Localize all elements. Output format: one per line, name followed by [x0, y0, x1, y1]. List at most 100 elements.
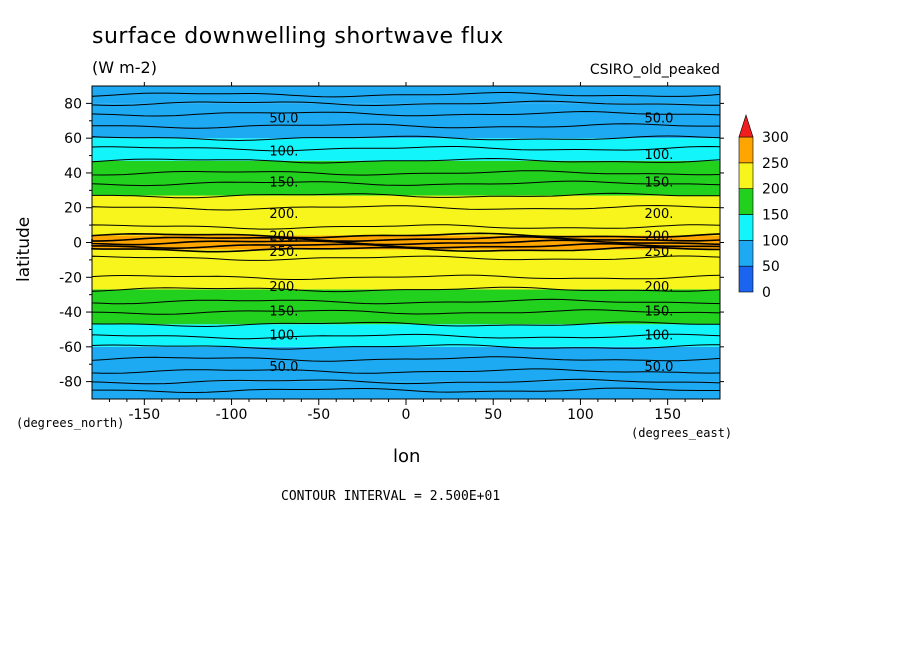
contour-line	[91, 180, 721, 187]
colorbar-label: 100	[762, 233, 789, 249]
contour-label: 200.	[644, 230, 673, 245]
contour-line	[91, 344, 720, 350]
y-tick-label: 0	[73, 236, 82, 252]
field-band	[92, 249, 720, 290]
contour-label: 50.0	[269, 360, 298, 375]
contour-line	[91, 135, 721, 142]
colorbar-label: 50	[762, 259, 780, 275]
contour-line	[91, 204, 721, 211]
contour-line	[91, 274, 721, 280]
x-axis-label: lon	[393, 446, 421, 467]
contour-line	[91, 309, 721, 315]
x-tick-label: -100	[216, 407, 248, 423]
colorbar-label: 150	[762, 208, 789, 224]
field-band	[92, 138, 720, 161]
x-tick-label: 100	[567, 407, 594, 423]
contour-line	[91, 333, 721, 340]
contour-line	[91, 378, 721, 385]
contour-line	[91, 356, 721, 362]
x-tick-label: 50	[484, 407, 502, 423]
colorbar-segment	[738, 265, 754, 293]
contour-label: 50.0	[644, 360, 673, 375]
x-tick-label: -150	[128, 407, 160, 423]
contour-label: 50.0	[269, 111, 298, 126]
colorbar-label: 300	[762, 130, 789, 146]
x-tick-label: -50	[307, 407, 330, 423]
contour-label: 200.	[644, 280, 673, 295]
colorbar-label: 200	[762, 182, 789, 198]
contour-line	[91, 110, 721, 117]
contour-label: 200.	[644, 207, 673, 222]
contour-line	[91, 286, 721, 293]
colorbar-label: 250	[762, 156, 789, 172]
y-tick-label: -80	[59, 375, 82, 391]
contour-line	[91, 255, 721, 261]
contour-line	[91, 321, 720, 328]
units-label: (W m-2)	[92, 58, 157, 77]
contour-label: 250.	[644, 245, 673, 260]
y-tick-label: -20	[59, 270, 82, 286]
colorbar-segment	[738, 162, 754, 189]
field-band	[92, 346, 720, 382]
field-band	[92, 324, 720, 347]
y-tick-label: 60	[64, 131, 82, 147]
contour-line	[91, 368, 721, 374]
contour-line	[91, 235, 721, 243]
contour-label: 200.	[269, 207, 298, 222]
colorbar-overflow-triangle	[738, 114, 754, 138]
contour-line	[91, 92, 721, 98]
chart-title: surface downwelling shortwave flux	[92, 24, 504, 49]
x-tick-label: 150	[654, 407, 681, 423]
contour-label: 150.	[644, 304, 673, 319]
contour-line	[91, 242, 721, 250]
contour-label: 150.	[269, 304, 298, 319]
contour-label: 100.	[269, 329, 298, 344]
y-tick-label: -60	[59, 340, 82, 356]
contour-label: 150.	[269, 176, 298, 191]
field-band	[92, 160, 720, 196]
y-units-note: (degrees_north)	[16, 416, 125, 430]
contour-line	[91, 246, 721, 253]
x-tick-label: 0	[402, 407, 411, 423]
contour-label: 100.	[644, 148, 673, 163]
x-units-note: (degrees_east)	[631, 426, 733, 440]
y-ticks: -80 -60 -40 -20 0 20 40 60 80	[59, 96, 724, 391]
colorbar-segment	[738, 136, 754, 164]
field-band	[92, 195, 720, 236]
contour-interval-note: CONTOUR INTERVAL = 2.500E+01	[281, 489, 501, 504]
contour-line	[91, 123, 720, 129]
model-label: CSIRO_old_peaked	[589, 62, 720, 78]
field-band	[92, 289, 720, 325]
contour-labels: 50.0 50.0 100. 100. 150. 150. 200. 200. 200. 200.…	[269, 111, 673, 375]
colorbar-segment	[738, 214, 754, 241]
contour-line	[91, 100, 720, 107]
y-tick-label: 20	[64, 201, 82, 217]
colorbar-segment	[738, 240, 754, 267]
contour-label: 150.	[644, 176, 673, 191]
y-tick-label: 40	[64, 166, 82, 182]
colorbar-label: 0	[762, 285, 771, 301]
contour-label: 200.	[269, 230, 298, 245]
contour-line	[91, 232, 721, 239]
contour-label: 100.	[269, 144, 298, 159]
contour-line	[91, 145, 721, 152]
contour-line	[91, 170, 721, 176]
contour-lines	[91, 92, 721, 393]
field-band	[92, 103, 720, 139]
contour-line	[91, 239, 721, 246]
x-ticks: -150 -100 -50 0 50 100 150	[108, 82, 704, 423]
contour-line	[91, 157, 721, 164]
contour-line	[91, 387, 720, 393]
contour-line	[91, 224, 721, 230]
colorbar: 0 50 100 150 200 250 300	[738, 114, 789, 301]
contour-label: 250.	[269, 245, 298, 260]
contour-line	[91, 192, 720, 199]
y-tick-label: 80	[64, 96, 82, 112]
contour-label: 200.	[269, 280, 298, 295]
contour-line	[91, 298, 721, 305]
y-tick-label: -40	[59, 305, 82, 321]
colorbar-segment	[738, 188, 754, 215]
contour-label: 100.	[644, 329, 673, 344]
contour-label: 50.0	[644, 111, 673, 126]
